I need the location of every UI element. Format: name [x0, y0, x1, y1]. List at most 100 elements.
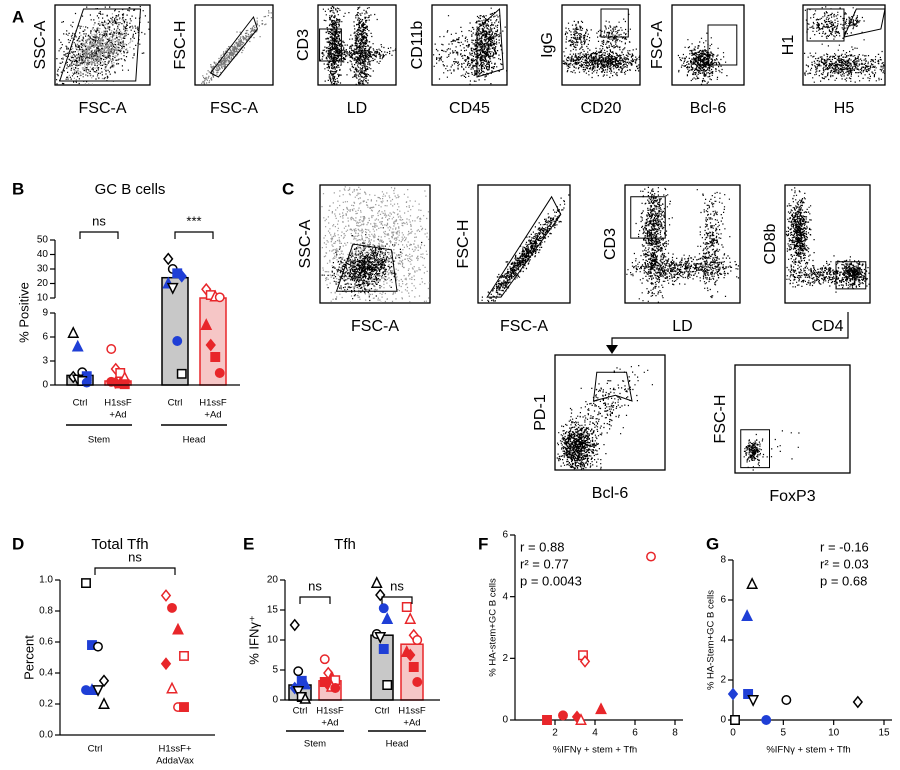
point: [319, 654, 330, 665]
point: [98, 697, 110, 709]
flow-frame: [194, 4, 274, 86]
point: [378, 603, 389, 614]
event-cloud: [804, 38, 886, 83]
flow-frame: [624, 184, 741, 304]
point: [401, 602, 412, 612]
flow-x-label: FSC-A: [79, 100, 127, 117]
event-cloud: [564, 20, 592, 61]
section-label: Head: [183, 435, 206, 446]
flow-y-label: PD-1: [532, 394, 549, 431]
x-tick-label: +Ad: [403, 718, 420, 729]
chart-title: GC B cells: [95, 181, 166, 198]
x-tick-label: H1ssF+: [159, 744, 192, 755]
y-tick-label: 9: [42, 308, 48, 319]
significance-bracket: [299, 596, 331, 604]
point: [205, 338, 216, 352]
flow-y-label: FSC-H: [455, 220, 472, 269]
flow-x-label: Bcl-6: [690, 100, 727, 117]
gate: [319, 28, 342, 62]
flow-x-label: FSC-A: [500, 318, 548, 335]
x-tick-label: +Ad: [204, 410, 221, 421]
stat-label: r = 0.88: [520, 539, 564, 554]
flow-x-label: Bcl-6: [592, 485, 629, 502]
event-cloud: [626, 247, 740, 286]
x-tick-label: 8: [672, 728, 678, 739]
point: [92, 685, 104, 697]
flow-x-label: LD: [347, 100, 367, 117]
event-cloud: [842, 11, 865, 34]
event-cloud: [433, 15, 508, 82]
x-tick-label: 15: [878, 728, 890, 739]
y-tick-label: 20: [267, 575, 279, 586]
gate: [476, 7, 504, 78]
point: [172, 622, 184, 635]
y-tick-label: 8: [720, 555, 726, 566]
x-tick-label: 10: [828, 728, 840, 739]
y-axis-label: % HA-Stem+GC B cells: [706, 590, 717, 690]
point: [179, 651, 189, 661]
y-tick-label: 0: [720, 715, 726, 726]
significance-label: ns: [128, 549, 142, 564]
point: [200, 318, 213, 330]
significance-label: ns: [92, 213, 106, 228]
point: [730, 715, 740, 725]
y-tick-label: 10: [267, 635, 279, 646]
x-axis-label: %IFNγ + stem + Tfh: [553, 745, 637, 756]
point: [98, 674, 110, 688]
flow-y-label: SSC-A: [297, 219, 314, 268]
panel-label: D: [12, 534, 24, 553]
point: [374, 632, 387, 644]
y-tick-label: 30: [37, 264, 49, 275]
y-tick-label: 0: [502, 715, 508, 726]
event-cloud: [339, 6, 378, 86]
flow-y-label: SSC-A: [32, 20, 49, 69]
gate: [592, 371, 633, 402]
gate: [740, 429, 770, 469]
section-label: Head: [386, 739, 409, 750]
y-tick-label: 0.2: [39, 699, 53, 710]
stat-label: r² = 0.03: [820, 556, 869, 571]
point: [781, 695, 792, 705]
flow-x-label: CD4: [811, 318, 843, 335]
point: [852, 695, 863, 709]
point: [595, 702, 607, 715]
x-tick-label: Ctrl: [88, 744, 103, 755]
y-tick-label: 1.0: [39, 575, 53, 586]
panel-label: A: [12, 7, 24, 26]
point: [761, 715, 772, 725]
point: [166, 681, 178, 694]
point: [330, 683, 341, 693]
point: [382, 680, 393, 690]
gate: [630, 196, 666, 239]
flow-y-label: CD11b: [409, 21, 426, 70]
x-tick-label: Ctrl: [168, 398, 183, 409]
flow-frame: [784, 184, 871, 304]
significance-label: ns: [390, 578, 404, 593]
point: [375, 588, 386, 602]
significance-bracket: [79, 231, 119, 239]
point: [405, 648, 416, 662]
significance-bracket: [381, 596, 413, 604]
point: [404, 612, 417, 624]
y-tick-label: 0: [42, 380, 48, 391]
x-tick-label: 6: [632, 728, 638, 739]
point: [176, 368, 187, 379]
point: [378, 644, 389, 654]
stat-label: r = -0.16: [820, 539, 869, 554]
significance-label: ns: [308, 578, 322, 593]
panel-label: E: [243, 534, 254, 553]
x-tick-label: 2: [552, 728, 558, 739]
chart-title: Tfh: [334, 536, 356, 553]
x-axis-label: %IFNγ + stem + Tfh: [766, 745, 850, 756]
point: [558, 710, 568, 721]
gate: [835, 261, 867, 290]
stat-label: p = 0.68: [820, 573, 867, 588]
point: [106, 344, 117, 354]
point: [119, 379, 130, 390]
point: [727, 687, 739, 701]
point: [542, 715, 552, 725]
point: [293, 666, 304, 677]
stat-label: r² = 0.77: [520, 556, 569, 571]
section-label: Stem: [88, 435, 110, 446]
